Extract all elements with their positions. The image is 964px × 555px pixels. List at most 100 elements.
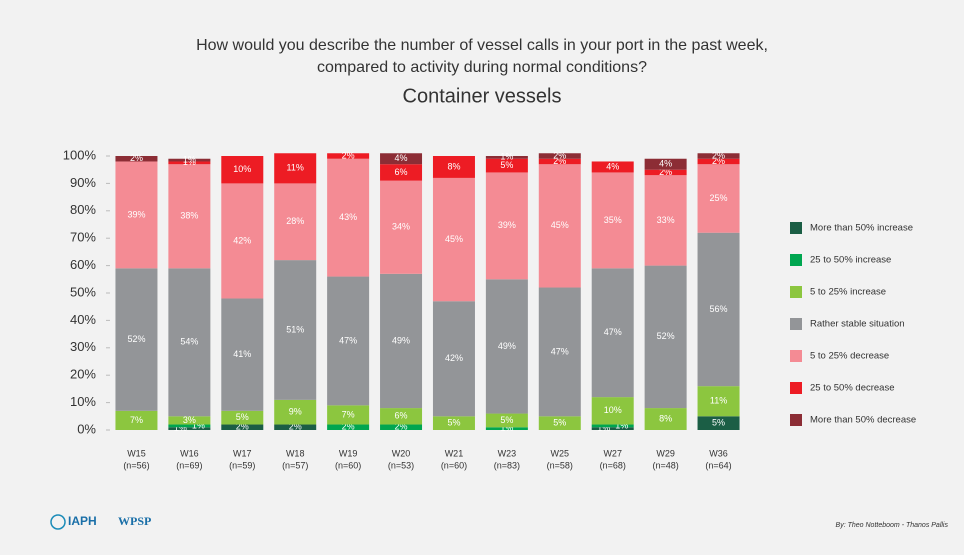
data-label: 5% <box>447 418 460 428</box>
y-tick-label: 30% <box>70 339 96 354</box>
x-tick-label: W21 <box>445 448 464 458</box>
bar-segment <box>274 399 317 425</box>
data-label: 1% <box>183 157 196 167</box>
data-label: 28% <box>286 216 304 226</box>
bar-segment <box>327 153 370 159</box>
legend-label: More than 50% increase <box>810 223 913 234</box>
bar-segment <box>327 276 370 406</box>
data-label: 1% <box>183 154 196 164</box>
bar-segment <box>697 386 740 417</box>
bar-segment <box>221 410 264 425</box>
data-label: 2% <box>342 150 355 160</box>
bar-segment <box>644 175 687 266</box>
data-label: 3% <box>183 415 196 425</box>
y-tick-label: 70% <box>70 230 96 245</box>
bar-segment <box>274 153 317 184</box>
data-label: 11% <box>287 163 304 173</box>
bar-segment <box>327 405 370 425</box>
x-tick-label: (n=60) <box>335 460 361 470</box>
x-tick-label: W18 <box>286 448 305 458</box>
data-label: 4% <box>395 153 408 163</box>
legend-label: Rather stable situation <box>810 319 905 330</box>
data-label: 5% <box>236 412 249 422</box>
bar-segment <box>327 424 370 430</box>
x-tick-label: (n=53) <box>388 460 414 470</box>
bar-segment <box>485 413 528 428</box>
bar-segment <box>485 279 528 414</box>
bar-segment <box>538 153 581 159</box>
x-tick-label: W16 <box>180 448 199 458</box>
bar-segment <box>591 427 634 430</box>
legend-swatch <box>790 414 802 426</box>
x-tick-label: W23 <box>498 448 517 458</box>
data-label: 2% <box>236 422 249 432</box>
bar-segment <box>644 265 687 409</box>
data-label: 10% <box>233 164 251 174</box>
data-label: 9% <box>289 407 302 417</box>
data-label: 6% <box>395 411 408 421</box>
x-tick-label: (n=59) <box>229 460 255 470</box>
x-tick-label: (n=56) <box>123 460 149 470</box>
bar-segment <box>485 427 528 430</box>
data-label: 38% <box>180 211 198 221</box>
data-label: 7% <box>130 415 143 425</box>
data-label: 45% <box>445 234 463 244</box>
data-label: 1% <box>615 420 628 430</box>
x-tick-label: W25 <box>551 448 570 458</box>
x-tick-label: W19 <box>339 448 358 458</box>
bar-segment <box>591 397 634 425</box>
data-label: 2% <box>130 153 143 163</box>
data-label: 5% <box>553 418 566 428</box>
bar-segment <box>697 164 740 233</box>
x-tick-label: W20 <box>392 448 411 458</box>
data-label: 47% <box>339 335 357 345</box>
data-label: 7% <box>342 409 355 419</box>
data-label: 39% <box>498 220 516 230</box>
bar-segment <box>485 172 528 280</box>
data-label: 4% <box>606 161 619 171</box>
x-tick-label: W17 <box>233 448 252 458</box>
data-label: 2% <box>712 156 725 166</box>
legend-label: 25 to 50% decrease <box>810 383 895 394</box>
bar-segment <box>115 161 158 269</box>
chart-title: How would you describe the number of ves… <box>196 37 768 54</box>
bar-segment <box>432 416 475 430</box>
data-label: 35% <box>604 215 622 225</box>
data-label: 8% <box>659 413 672 423</box>
data-label: 47% <box>604 327 622 337</box>
y-tick-label: 0% <box>77 421 96 436</box>
bar-segment <box>380 164 423 181</box>
x-tick-label: (n=64) <box>705 460 731 470</box>
bar-segment <box>591 161 634 173</box>
data-label: 42% <box>445 353 463 363</box>
x-tick-label: W29 <box>656 448 675 458</box>
bar-segment <box>380 408 423 425</box>
bar-segment <box>115 410 158 430</box>
data-label: 52% <box>127 334 145 344</box>
legend-label: 5 to 25% decrease <box>810 351 889 362</box>
data-label: 5% <box>500 160 513 170</box>
bar-segment <box>380 153 423 165</box>
bar-segment <box>432 301 475 417</box>
bar-segment <box>274 183 317 261</box>
data-label: 54% <box>180 337 198 347</box>
bar-segment <box>644 169 687 176</box>
x-tick-label: (n=60) <box>441 460 467 470</box>
x-tick-label: (n=58) <box>547 460 573 470</box>
chart-title: compared to activity during normal condi… <box>317 59 647 76</box>
bar-segment <box>380 180 423 274</box>
bar-segment <box>274 424 317 430</box>
data-label: 43% <box>339 212 357 222</box>
data-label: 45% <box>551 220 569 230</box>
bar-segment <box>432 156 475 178</box>
y-tick-label: 80% <box>70 202 96 217</box>
bar-segment <box>168 161 211 165</box>
x-tick-label: W27 <box>603 448 622 458</box>
bar-segment <box>380 424 423 430</box>
legend-label: 25 to 50% increase <box>810 255 891 266</box>
data-label: 1% <box>192 420 205 430</box>
bar-segment <box>591 268 634 398</box>
data-label: 2% <box>395 422 408 432</box>
x-tick-label: (n=48) <box>652 460 678 470</box>
y-tick-label: 50% <box>70 284 96 299</box>
